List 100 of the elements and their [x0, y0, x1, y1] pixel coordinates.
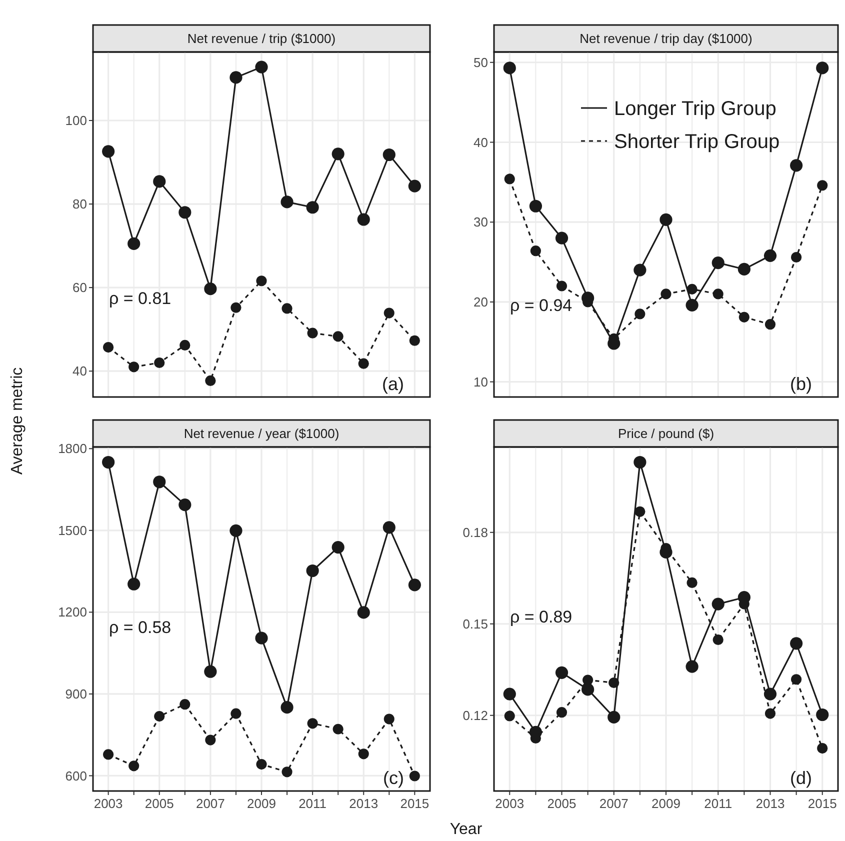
y-tick-label: 1200	[58, 604, 87, 620]
point	[255, 632, 268, 644]
annotation: ρ = 0.81	[109, 288, 172, 308]
x-tick-label: 2013	[756, 796, 785, 811]
point	[686, 660, 698, 673]
point	[686, 577, 698, 588]
point	[555, 666, 568, 679]
point	[256, 758, 267, 770]
point	[504, 710, 515, 722]
point	[230, 524, 242, 537]
point	[608, 677, 620, 688]
x-tick-label: 2015	[400, 796, 430, 811]
point	[332, 724, 344, 734]
y-tick-label: 60	[72, 280, 87, 296]
point	[357, 213, 370, 226]
y-tick-label: 100	[65, 113, 87, 128]
y-tick-label: 20	[474, 294, 488, 310]
point	[358, 748, 369, 760]
point	[712, 288, 724, 300]
point	[128, 578, 140, 590]
point	[307, 718, 318, 729]
point	[712, 598, 724, 610]
chart-title: Net revenue / trip day ($1000)	[580, 31, 752, 46]
point	[384, 714, 394, 724]
annotation: (a)	[382, 374, 404, 394]
point	[764, 708, 776, 719]
point	[230, 708, 242, 719]
annotation: (d)	[790, 768, 812, 788]
point	[280, 701, 294, 714]
point	[332, 148, 344, 160]
point	[556, 707, 568, 718]
point	[282, 303, 292, 314]
point	[712, 634, 724, 646]
y-tick-label: 900	[65, 686, 87, 702]
point	[256, 276, 267, 286]
point	[154, 357, 165, 368]
x-tick-label: 2003	[495, 796, 524, 811]
x-tick-label: 2005	[144, 796, 174, 811]
point	[128, 760, 140, 772]
point	[764, 249, 777, 262]
point	[817, 743, 828, 754]
point	[790, 159, 803, 172]
point	[660, 213, 672, 226]
point	[634, 456, 646, 469]
point	[128, 237, 140, 250]
point	[408, 578, 421, 592]
point	[332, 331, 344, 342]
point	[205, 375, 216, 386]
point	[790, 637, 803, 650]
point	[503, 62, 516, 74]
point	[791, 674, 802, 685]
x-tick-label: 2005	[547, 796, 576, 811]
annotation: ρ = 0.89	[510, 607, 572, 626]
point	[230, 302, 242, 313]
point	[154, 711, 165, 722]
chart-title: Net revenue / trip ($1000)	[187, 31, 336, 46]
x-tick-label: 2009	[247, 796, 276, 811]
point	[817, 180, 828, 191]
point	[180, 340, 190, 351]
point	[178, 498, 192, 512]
point	[582, 674, 594, 686]
point	[306, 201, 319, 214]
annotation: ρ = 0.94	[510, 296, 572, 315]
point	[409, 770, 420, 782]
annotation: ρ = 0.58	[109, 618, 172, 637]
point	[738, 312, 750, 322]
point	[686, 298, 698, 312]
y-tick-label: 10	[474, 374, 488, 390]
point	[555, 232, 568, 244]
y-tick-label: 0.18	[462, 524, 488, 540]
point	[128, 362, 140, 372]
point	[686, 284, 698, 294]
point	[205, 734, 216, 746]
y-tick-label: 1800	[58, 441, 87, 456]
point	[306, 564, 319, 578]
point	[382, 148, 396, 162]
x-tick-label: 2011	[704, 796, 732, 811]
legend-label: Longer Trip Group	[614, 98, 776, 120]
point	[204, 665, 217, 678]
point	[634, 308, 646, 320]
point	[103, 342, 114, 353]
point	[204, 282, 217, 296]
x-tick-label: 2013	[349, 796, 378, 811]
point	[153, 476, 166, 488]
x-axis-title: Year	[450, 821, 483, 838]
y-tick-label: 1500	[58, 522, 87, 538]
annotation: (c)	[383, 768, 404, 788]
x-tick-label: 2009	[652, 796, 680, 811]
point	[307, 328, 318, 338]
x-tick-label: 2015	[808, 796, 837, 811]
point	[357, 606, 370, 619]
point	[282, 766, 292, 778]
y-tick-label: 80	[72, 196, 87, 212]
point	[764, 688, 777, 700]
point	[816, 708, 829, 722]
point	[255, 60, 268, 74]
point	[530, 246, 541, 256]
point	[712, 256, 724, 270]
point	[764, 319, 776, 330]
point	[529, 200, 542, 212]
